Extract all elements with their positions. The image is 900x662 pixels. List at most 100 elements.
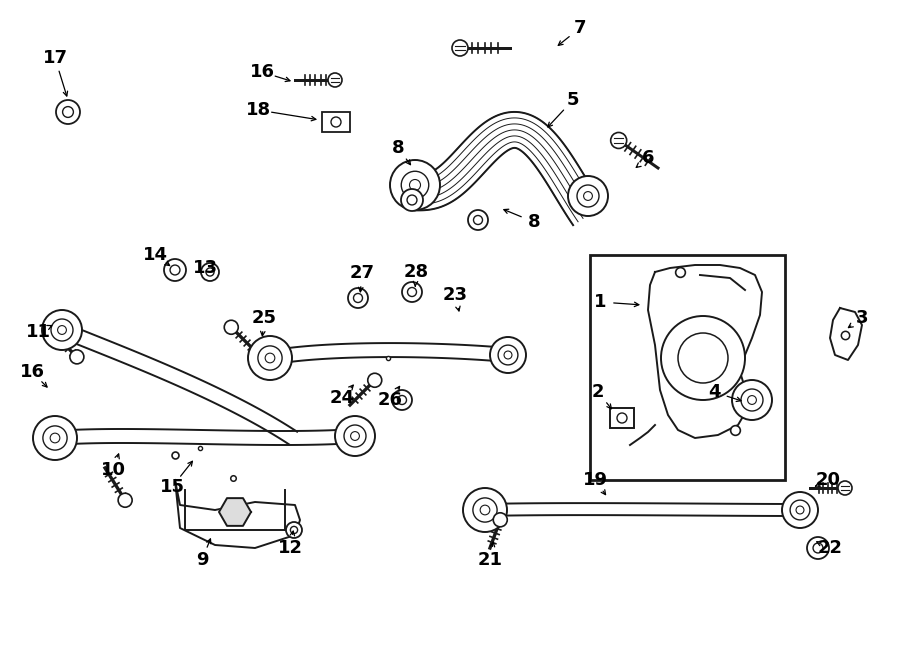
Text: 15: 15 (159, 478, 184, 496)
Circle shape (43, 426, 68, 450)
Circle shape (266, 353, 274, 363)
Circle shape (50, 433, 59, 443)
Text: 16: 16 (20, 363, 44, 381)
Polygon shape (648, 265, 762, 438)
Circle shape (348, 288, 368, 308)
Text: 6: 6 (642, 149, 654, 167)
Bar (590, 255, 785, 480)
Circle shape (392, 390, 412, 410)
Circle shape (468, 210, 488, 230)
Text: 9: 9 (196, 551, 208, 569)
Text: 24: 24 (329, 389, 355, 407)
Circle shape (33, 416, 77, 460)
Text: 12: 12 (277, 539, 302, 557)
Circle shape (463, 488, 507, 532)
Polygon shape (830, 308, 862, 360)
Circle shape (42, 310, 82, 350)
Circle shape (368, 373, 382, 387)
Text: 28: 28 (403, 263, 428, 281)
Circle shape (748, 396, 756, 404)
Circle shape (63, 107, 74, 117)
Circle shape (351, 432, 359, 440)
Circle shape (70, 350, 84, 364)
Circle shape (498, 345, 518, 365)
Circle shape (206, 268, 214, 276)
Text: 10: 10 (101, 461, 125, 479)
Text: 27: 27 (349, 264, 374, 282)
Circle shape (678, 333, 728, 383)
Circle shape (490, 337, 526, 373)
Text: 20: 20 (815, 471, 841, 489)
Text: 13: 13 (193, 259, 218, 277)
Polygon shape (55, 429, 356, 445)
Text: 23: 23 (443, 286, 467, 304)
Text: 17: 17 (42, 49, 68, 67)
Text: 21: 21 (478, 551, 502, 569)
Polygon shape (269, 343, 508, 365)
Circle shape (473, 216, 482, 224)
Circle shape (56, 100, 80, 124)
Text: 2: 2 (592, 383, 604, 401)
Text: 3: 3 (856, 309, 868, 327)
Text: 11: 11 (25, 323, 50, 341)
Circle shape (291, 526, 298, 534)
Circle shape (51, 319, 73, 341)
Text: 25: 25 (251, 309, 276, 327)
Circle shape (838, 481, 852, 495)
Circle shape (224, 320, 238, 334)
Text: 8: 8 (527, 213, 540, 231)
Circle shape (583, 191, 592, 201)
Circle shape (248, 336, 292, 380)
Circle shape (493, 513, 508, 527)
Text: 18: 18 (246, 101, 271, 119)
Bar (610, 408, 634, 428)
Circle shape (401, 171, 428, 199)
Text: 16: 16 (249, 63, 274, 81)
Polygon shape (219, 498, 251, 526)
Circle shape (201, 263, 219, 281)
Circle shape (328, 73, 342, 87)
Circle shape (58, 326, 67, 334)
Circle shape (331, 117, 341, 127)
Polygon shape (175, 480, 300, 548)
Circle shape (402, 282, 422, 302)
Circle shape (790, 500, 810, 520)
Text: 14: 14 (142, 246, 167, 264)
Circle shape (796, 506, 804, 514)
Circle shape (568, 176, 608, 216)
Polygon shape (485, 503, 800, 516)
Circle shape (452, 40, 468, 56)
Circle shape (407, 195, 417, 205)
Circle shape (577, 185, 599, 207)
Circle shape (390, 160, 440, 210)
Bar (322, 112, 350, 132)
Text: 22: 22 (817, 539, 842, 557)
Text: 5: 5 (567, 91, 580, 109)
Circle shape (782, 492, 818, 528)
Text: 26: 26 (377, 391, 402, 409)
Text: 8: 8 (392, 139, 404, 157)
Circle shape (335, 416, 375, 456)
Circle shape (611, 132, 626, 148)
Circle shape (401, 189, 423, 211)
Circle shape (398, 395, 407, 404)
Circle shape (481, 505, 490, 515)
Text: 7: 7 (574, 19, 586, 37)
Text: 1: 1 (594, 293, 607, 311)
Circle shape (661, 316, 745, 400)
Text: 19: 19 (582, 471, 608, 489)
Circle shape (354, 293, 363, 303)
Circle shape (344, 425, 366, 447)
Polygon shape (59, 323, 297, 444)
Circle shape (504, 351, 512, 359)
Circle shape (170, 265, 180, 275)
Circle shape (741, 389, 763, 411)
Circle shape (813, 543, 823, 553)
Circle shape (286, 522, 302, 538)
Circle shape (732, 380, 772, 420)
Circle shape (617, 413, 627, 423)
Circle shape (164, 259, 186, 281)
Circle shape (408, 287, 417, 297)
Circle shape (258, 346, 282, 370)
Circle shape (807, 537, 829, 559)
